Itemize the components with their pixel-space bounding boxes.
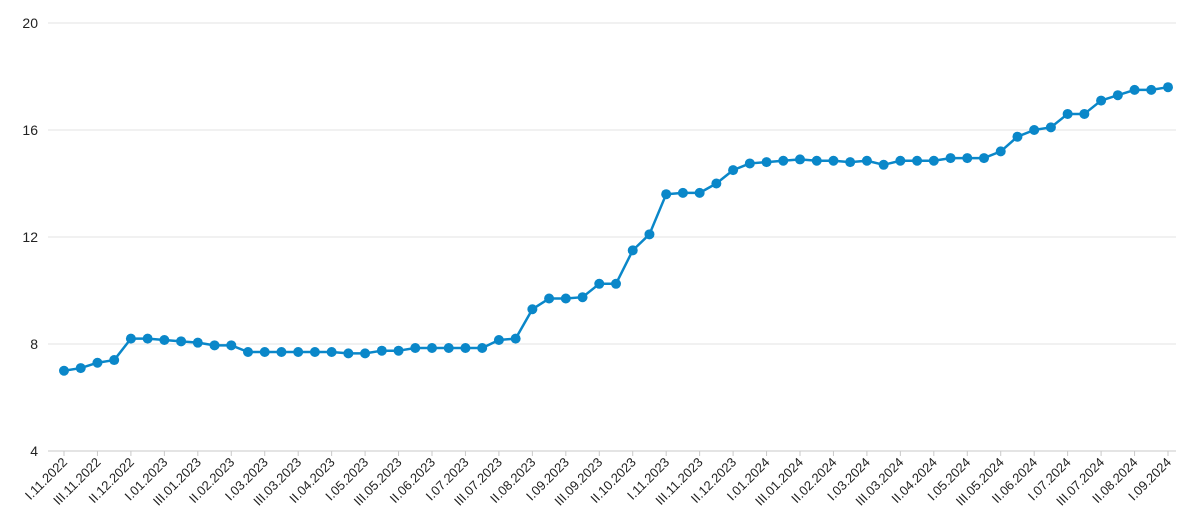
- data-point: [243, 347, 253, 358]
- data-point: [1112, 90, 1123, 101]
- data-point: [1029, 125, 1040, 135]
- data-point: [192, 337, 203, 348]
- data-point: [895, 155, 906, 166]
- data-point: [360, 348, 371, 359]
- data-point: [527, 304, 538, 315]
- data-point: [1045, 122, 1056, 133]
- data-point: [443, 343, 454, 354]
- data-point: [962, 153, 973, 164]
- data-point: [59, 365, 69, 376]
- data-point: [92, 357, 103, 368]
- data-point: [176, 336, 187, 347]
- data-point: [125, 333, 136, 344]
- y-tick-label: 12: [22, 229, 38, 245]
- data-point: [560, 293, 571, 304]
- data-point: [878, 159, 889, 170]
- data-point: [427, 343, 437, 354]
- data-point: [979, 153, 989, 164]
- data-point: [326, 347, 337, 358]
- data-point: [510, 333, 521, 344]
- y-tick-label: 20: [22, 15, 38, 31]
- data-point: [661, 189, 672, 200]
- data-point: [1146, 84, 1157, 95]
- data-point: [845, 157, 856, 168]
- data-point: [159, 334, 170, 345]
- data-point: [1163, 82, 1173, 93]
- data-point: [1079, 108, 1090, 119]
- series-layer: [59, 82, 1173, 376]
- data-point: [1012, 131, 1023, 142]
- data-point: [711, 178, 722, 189]
- data-point: [928, 155, 939, 166]
- data-point: [912, 155, 923, 166]
- data-point: [1129, 84, 1140, 95]
- data-point: [694, 187, 705, 198]
- y-axis: 4 8 12 16 20: [22, 15, 38, 459]
- data-point: [544, 293, 555, 304]
- data-point: [594, 278, 605, 289]
- data-point: [293, 347, 304, 358]
- data-point: [477, 343, 488, 354]
- data-point: [1096, 95, 1107, 106]
- data-point: [1062, 108, 1073, 119]
- data-point: [309, 347, 320, 358]
- data-point: [644, 229, 655, 240]
- data-point: [376, 345, 387, 356]
- data-point: [795, 154, 805, 165]
- y-tick-label: 8: [30, 336, 38, 352]
- data-point: [728, 165, 739, 176]
- data-point: [744, 158, 755, 169]
- data-point: [460, 343, 471, 354]
- data-point: [75, 363, 86, 374]
- data-point: [778, 155, 789, 166]
- gridlines: [48, 22, 1176, 452]
- data-point: [811, 155, 822, 166]
- x-axis: I.11.2022III.11.2022II.12.2022I.01.2023I…: [22, 451, 1174, 509]
- y-tick-label: 16: [22, 122, 38, 138]
- data-point: [627, 245, 638, 256]
- data-point: [276, 347, 287, 358]
- data-point: [393, 345, 404, 356]
- data-point: [259, 347, 270, 358]
- data-point: [109, 355, 120, 366]
- data-point: [828, 155, 839, 166]
- data-point: [611, 278, 621, 289]
- data-point: [493, 334, 504, 345]
- data-point: [343, 348, 354, 359]
- data-point: [945, 153, 956, 164]
- data-point: [861, 155, 872, 166]
- y-tick-label: 4: [30, 443, 38, 459]
- data-point: [209, 340, 220, 351]
- data-point: [226, 340, 237, 351]
- data-point: [761, 157, 772, 168]
- data-point: [577, 292, 588, 303]
- data-point: [995, 146, 1006, 157]
- data-point: [142, 333, 153, 344]
- data-point: [410, 343, 421, 354]
- data-point: [677, 187, 688, 198]
